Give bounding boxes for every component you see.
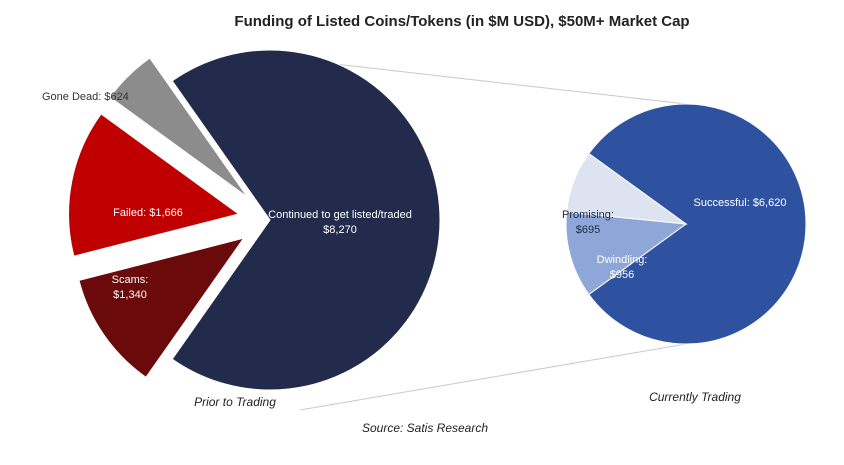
connector-line-top [299, 59, 687, 105]
pie-slice-promising [566, 152, 688, 225]
currently-trading-pie [565, 103, 807, 345]
slice-value-promising: $695 [576, 224, 600, 236]
slice-label-listed: Continued to get listed/traded [268, 209, 412, 221]
slice-label-dwindling: Dwindling: [597, 254, 648, 266]
pie-slice-gone-dead [109, 57, 248, 198]
slice-value-scams: $1,340 [113, 289, 147, 301]
slice-value-dwindling: $956 [610, 269, 634, 281]
pie-slice-failed [68, 113, 240, 257]
slice-label-successful: Successful: $6,620 [694, 197, 787, 209]
caption-currently-trading: Currently Trading [649, 390, 741, 404]
pie-slice-successful [588, 103, 807, 345]
slice-value-listed: $8,270 [323, 224, 357, 236]
slice-label-scams: Scams: [112, 274, 149, 286]
slice-label-gone-dead: Gone Dead: $624 [42, 91, 129, 103]
chart-title: Funding of Listed Coins/Tokens (in $M US… [234, 13, 689, 30]
pie-slice-scams [78, 237, 245, 378]
prior-to-trading-pie [68, 49, 441, 391]
slice-label-failed: Failed: $1,666 [113, 207, 183, 219]
source-note: Source: Satis Research [362, 421, 488, 435]
connector-line-bottom [299, 343, 687, 411]
slice-label-promising: Promising: [562, 209, 614, 221]
pie-slice-continued-to-get-listed-traded [171, 49, 441, 391]
caption-prior-to-trading: Prior to Trading [194, 395, 276, 409]
pie-slice-dwindling [565, 211, 688, 296]
